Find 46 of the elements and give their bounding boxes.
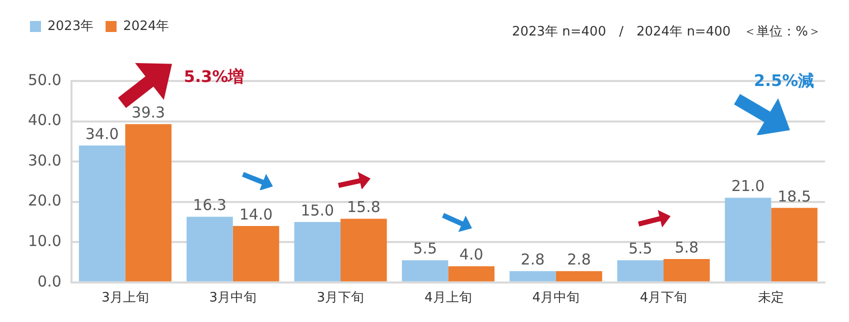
y-tick-label: 50.0 xyxy=(28,70,62,89)
annotation: 2.5%減 xyxy=(754,71,814,90)
legend-label: 2024年 xyxy=(123,18,170,34)
x-tick-label: 未定 xyxy=(758,290,784,306)
y-tick-label: 20.0 xyxy=(28,192,62,210)
data-label: 2.8 xyxy=(567,250,591,269)
data-label: 5.5 xyxy=(628,240,652,258)
data-label: 18.5 xyxy=(778,187,812,206)
bar xyxy=(448,266,494,282)
bar xyxy=(125,124,172,282)
data-label: 2.8 xyxy=(520,250,545,269)
bar xyxy=(78,145,126,282)
data-label: 21.0 xyxy=(731,177,765,196)
data-label: 14.0 xyxy=(239,205,273,224)
x-tick-label: 3月下旬 xyxy=(316,290,364,306)
x-tick-label: 4月中旬 xyxy=(532,290,580,306)
x-tick-label: 3月中旬 xyxy=(209,290,257,306)
bar xyxy=(617,260,664,282)
legend-label: 2023年 xyxy=(48,18,94,34)
data-label: 4.0 xyxy=(459,246,484,264)
annotation: 5.3%増 xyxy=(184,67,244,86)
data-label: 5.8 xyxy=(674,238,699,256)
bar xyxy=(556,271,602,282)
bar xyxy=(724,198,772,282)
data-label: 34.0 xyxy=(85,124,119,143)
data-label: 5.5 xyxy=(413,240,437,258)
bar xyxy=(186,216,233,282)
y-tick-label: 0.0 xyxy=(38,272,62,290)
bar xyxy=(294,222,341,282)
x-tick-label: 3月上旬 xyxy=(102,290,149,306)
x-tick-label: 4月下旬 xyxy=(640,290,688,306)
x-tick-label: 4月上旬 xyxy=(424,290,472,306)
bar xyxy=(402,260,448,282)
data-label: 15.0 xyxy=(300,201,334,220)
data-label: 15.8 xyxy=(346,198,380,216)
y-tick-label: 40.0 xyxy=(28,111,62,130)
data-label: 39.3 xyxy=(132,103,166,122)
y-tick-label: 10.0 xyxy=(28,232,62,250)
bar xyxy=(340,218,387,282)
bar xyxy=(232,226,280,282)
y-tick-label: 30.0 xyxy=(28,151,62,170)
bar xyxy=(510,271,556,282)
bar xyxy=(664,259,710,282)
chart-subtitle: 2023年 n=400 / 2024年 n=400 ＜単位：%＞ xyxy=(512,24,821,40)
bar xyxy=(771,208,818,282)
data-label: 16.3 xyxy=(193,196,226,214)
